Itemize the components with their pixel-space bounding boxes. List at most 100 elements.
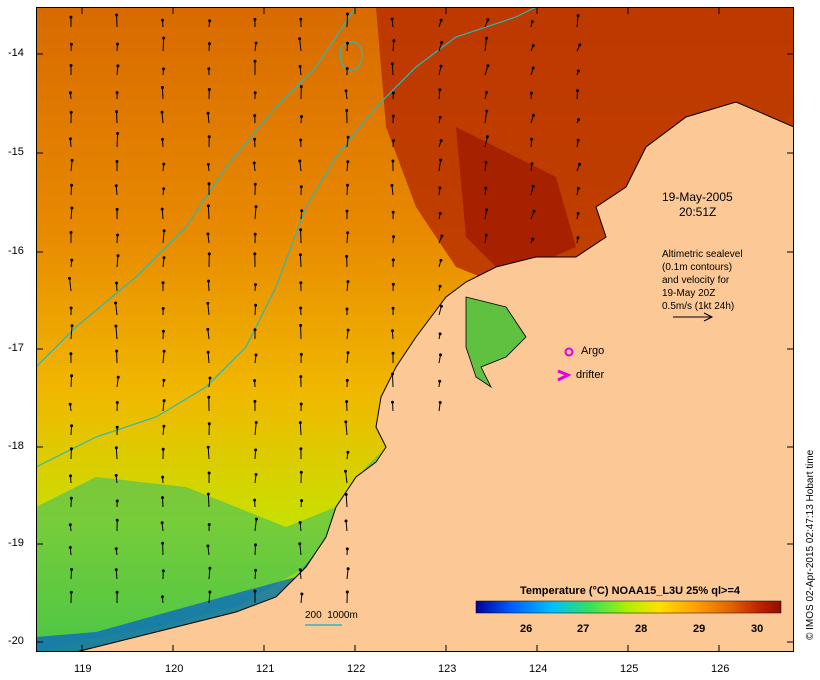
velocity-arrow xyxy=(345,494,348,508)
velocity-arrow xyxy=(70,207,73,220)
velocity-arrow-head xyxy=(115,207,119,211)
velocity-arrow-head xyxy=(253,91,257,95)
velocity-arrow-head xyxy=(576,69,580,73)
velocity-arrow-head xyxy=(439,258,443,262)
velocity-arrow-head xyxy=(69,231,73,234)
velocity-arrow-head xyxy=(162,67,165,71)
contour-scale-label: 200 1000m xyxy=(305,610,358,621)
velocity-arrow xyxy=(392,373,394,388)
velocity-arrow-head xyxy=(391,282,395,286)
velocity-arrow-head xyxy=(299,470,303,474)
velocity-arrow xyxy=(162,230,165,244)
drifter-label: drifter xyxy=(576,369,605,381)
velocity-arrow-head xyxy=(161,281,165,285)
velocity-arrow-head xyxy=(253,399,257,403)
velocity-arrow-head xyxy=(207,523,211,527)
velocity-arrow-head xyxy=(531,113,535,117)
velocity-arrow-head xyxy=(298,65,302,68)
velocity-arrow xyxy=(70,569,73,580)
velocity-arrow-head xyxy=(345,590,349,594)
velocity-arrow-head xyxy=(162,162,166,166)
velocity-arrow xyxy=(346,568,349,580)
velocity-arrow-head xyxy=(207,88,211,91)
time-label: 20:51Z xyxy=(679,205,717,219)
velocity-arrow-head xyxy=(576,212,580,215)
velocity-arrow-head xyxy=(160,207,164,211)
velocity-arrow xyxy=(207,303,210,316)
velocity-arrow xyxy=(116,65,119,76)
velocity-arrow-head xyxy=(207,182,211,186)
map-frame xyxy=(36,7,794,652)
velocity-arrow-head xyxy=(69,64,73,67)
velocity-arrow-head xyxy=(439,158,443,162)
velocity-arrow-head xyxy=(208,19,212,23)
velocity-arrow xyxy=(208,377,211,388)
velocity-arrow-head xyxy=(299,228,303,232)
velocity-arrow-head xyxy=(69,110,73,114)
velocity-arrow-head xyxy=(116,64,120,68)
velocity-arrow xyxy=(70,425,73,436)
velocity-arrow-head xyxy=(390,183,394,187)
velocity-arrow-head xyxy=(252,161,256,165)
velocity-arrow-head xyxy=(344,89,348,93)
velocity-arrow-head xyxy=(485,36,488,40)
velocity-arrow xyxy=(115,326,118,340)
velocity-arrow xyxy=(346,185,348,196)
velocity-arrow-head xyxy=(116,233,119,237)
land-mass xyxy=(75,101,794,652)
lat-tick-17: -17 xyxy=(8,342,24,354)
velocity-arrow-head xyxy=(439,18,443,22)
velocity-arrow-head xyxy=(346,41,349,45)
velocity-arrow-head xyxy=(438,284,442,288)
velocity-arrow-head xyxy=(345,109,349,112)
velocity-arrow-head xyxy=(116,375,120,379)
velocity-arrow-head xyxy=(391,139,395,143)
velocity-arrow-head xyxy=(439,139,443,143)
velocity-arrow-head xyxy=(346,135,350,139)
velocity-arrow-head xyxy=(345,400,349,404)
velocity-arrow-head xyxy=(391,159,395,163)
velocity-arrow xyxy=(484,65,489,76)
velocity-arrow-head xyxy=(68,402,72,406)
velocity-arrow-head xyxy=(346,567,350,571)
velocity-arrow-head xyxy=(299,323,303,327)
velocity-arrow-head xyxy=(485,208,489,212)
velocity-arrow xyxy=(207,447,210,460)
velocity-arrow-head xyxy=(346,183,349,187)
velocity-arrow-head xyxy=(298,421,302,425)
velocity-arrow-head xyxy=(207,471,211,475)
velocity-arrow-head xyxy=(391,372,394,376)
lon-tick-126: 126 xyxy=(711,663,730,675)
velocity-arrow xyxy=(254,422,257,436)
velocity-arrow xyxy=(115,185,118,196)
velocity-arrow-head xyxy=(531,66,535,70)
velocity-arrow-head xyxy=(161,541,165,545)
velocity-arrow xyxy=(438,89,441,100)
velocity-arrow-head xyxy=(344,420,348,424)
velocity-arrow-head xyxy=(440,234,444,238)
velocity-arrow xyxy=(207,205,210,220)
velocity-arrow-head xyxy=(254,421,258,424)
velocity-arrow-head xyxy=(254,517,258,521)
lat-tick-16: -16 xyxy=(8,245,24,257)
velocity-arrow-head xyxy=(530,20,534,24)
velocity-arrow-head xyxy=(345,254,349,258)
velocity-arrow-head xyxy=(532,209,536,213)
velocity-arrow-head xyxy=(208,590,212,594)
velocity-arrow-head xyxy=(115,281,118,285)
velocity-arrow-head xyxy=(208,566,212,570)
velocity-arrow-head xyxy=(69,590,73,594)
velocity-arrow-head xyxy=(346,450,350,454)
velocity-arrow-head xyxy=(161,475,165,479)
velocity-arrow-head xyxy=(69,447,73,451)
velocity-arrow-head xyxy=(70,206,74,210)
velocity-arrow-head xyxy=(529,91,533,95)
velocity-arrow-head xyxy=(116,42,119,46)
velocity-arrow-head xyxy=(298,253,302,257)
velocity-arrow xyxy=(115,569,118,580)
velocity-arrow-head xyxy=(345,67,349,71)
velocity-arrow-head xyxy=(206,301,210,305)
velocity-arrow-head xyxy=(345,547,349,551)
velocity-arrow-head xyxy=(484,186,488,190)
drifter-marker xyxy=(557,369,572,382)
